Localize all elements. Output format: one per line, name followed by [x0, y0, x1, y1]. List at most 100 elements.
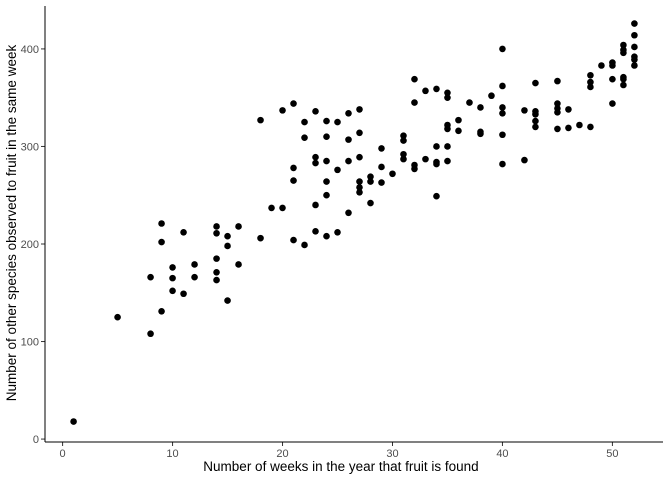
data-point — [444, 121, 451, 129]
data-point — [466, 99, 473, 106]
data-point — [312, 201, 319, 209]
axis-ticks: 0 10 20 30 40 50 0 100 200 300 400 — [21, 44, 619, 460]
data-point — [290, 164, 297, 172]
data-point — [279, 204, 286, 212]
data-point — [345, 209, 352, 217]
data-point — [323, 133, 330, 141]
data-point — [433, 85, 440, 93]
data-point — [356, 188, 363, 196]
data-point — [554, 100, 561, 107]
data-point — [367, 199, 374, 207]
x-tick-label: 50 — [606, 448, 618, 460]
data-point — [631, 62, 638, 69]
data-point — [587, 123, 594, 131]
data-point — [279, 107, 286, 114]
y-tick-label: 400 — [21, 44, 39, 56]
data-point — [620, 81, 627, 89]
x-tick-label: 0 — [60, 448, 66, 460]
data-point — [169, 264, 176, 271]
data-point — [356, 184, 363, 191]
data-point — [411, 161, 418, 169]
data-point — [312, 153, 319, 161]
x-tick-label: 10 — [166, 448, 178, 460]
data-point — [290, 100, 297, 107]
data-point — [609, 59, 616, 66]
data-point — [521, 107, 528, 114]
data-point — [433, 158, 440, 166]
data-point — [356, 106, 363, 113]
y-tick-label: 300 — [21, 141, 39, 153]
data-point — [598, 62, 605, 69]
data-point — [576, 121, 583, 129]
data-point — [323, 191, 330, 199]
data-point — [499, 104, 506, 111]
data-point — [323, 232, 330, 240]
data-point — [301, 241, 308, 249]
x-tick-label: 20 — [276, 448, 288, 460]
data-point — [565, 106, 572, 113]
data-point — [257, 116, 264, 124]
data-point — [631, 31, 638, 39]
data-point — [334, 166, 341, 174]
data-point — [499, 160, 506, 168]
data-point — [224, 232, 231, 240]
data-point — [631, 43, 638, 51]
data-point — [169, 274, 176, 282]
data-point — [356, 129, 363, 137]
data-point — [554, 105, 561, 112]
data-point — [345, 157, 352, 165]
data-point — [257, 234, 264, 242]
data-point — [609, 75, 616, 83]
data-point — [356, 153, 363, 161]
data-point — [444, 94, 451, 101]
data-point — [378, 179, 385, 186]
data-point — [532, 123, 539, 131]
data-points — [70, 20, 638, 425]
data-point — [587, 83, 594, 91]
y-tick-label: 100 — [21, 337, 39, 349]
data-point — [180, 228, 187, 236]
data-point — [323, 117, 330, 125]
data-point — [301, 118, 308, 126]
data-point — [532, 108, 539, 115]
data-point — [158, 220, 165, 227]
data-point — [213, 229, 220, 237]
data-point — [620, 41, 627, 49]
data-point — [224, 297, 231, 304]
data-point — [477, 104, 484, 111]
x-tick-label: 40 — [496, 448, 508, 460]
data-point — [411, 75, 418, 83]
data-point — [587, 71, 594, 79]
data-point — [158, 307, 165, 315]
data-point — [433, 192, 440, 200]
data-point — [444, 89, 451, 97]
data-point — [70, 418, 77, 425]
data-point — [334, 118, 341, 126]
data-point — [565, 124, 572, 132]
data-point — [224, 242, 231, 250]
data-point — [290, 177, 297, 184]
data-point — [356, 178, 363, 185]
data-point — [620, 73, 627, 81]
data-point — [180, 290, 187, 298]
data-point — [301, 134, 308, 141]
data-point — [378, 163, 385, 171]
data-point — [554, 125, 561, 133]
data-point — [323, 157, 330, 165]
data-point — [587, 78, 594, 86]
data-point — [158, 238, 165, 246]
data-point — [455, 127, 462, 135]
x-axis-title: Number of weeks in the year that fruit i… — [203, 459, 478, 474]
data-point — [477, 128, 484, 136]
data-point — [532, 117, 539, 125]
data-point — [422, 155, 429, 163]
data-point — [334, 228, 341, 236]
data-point — [235, 261, 242, 268]
data-point — [620, 46, 627, 54]
data-point — [422, 87, 429, 95]
y-tick-label: 0 — [33, 434, 39, 446]
data-point — [378, 145, 385, 152]
data-point — [213, 255, 220, 262]
x-tick-label: 30 — [386, 448, 398, 460]
